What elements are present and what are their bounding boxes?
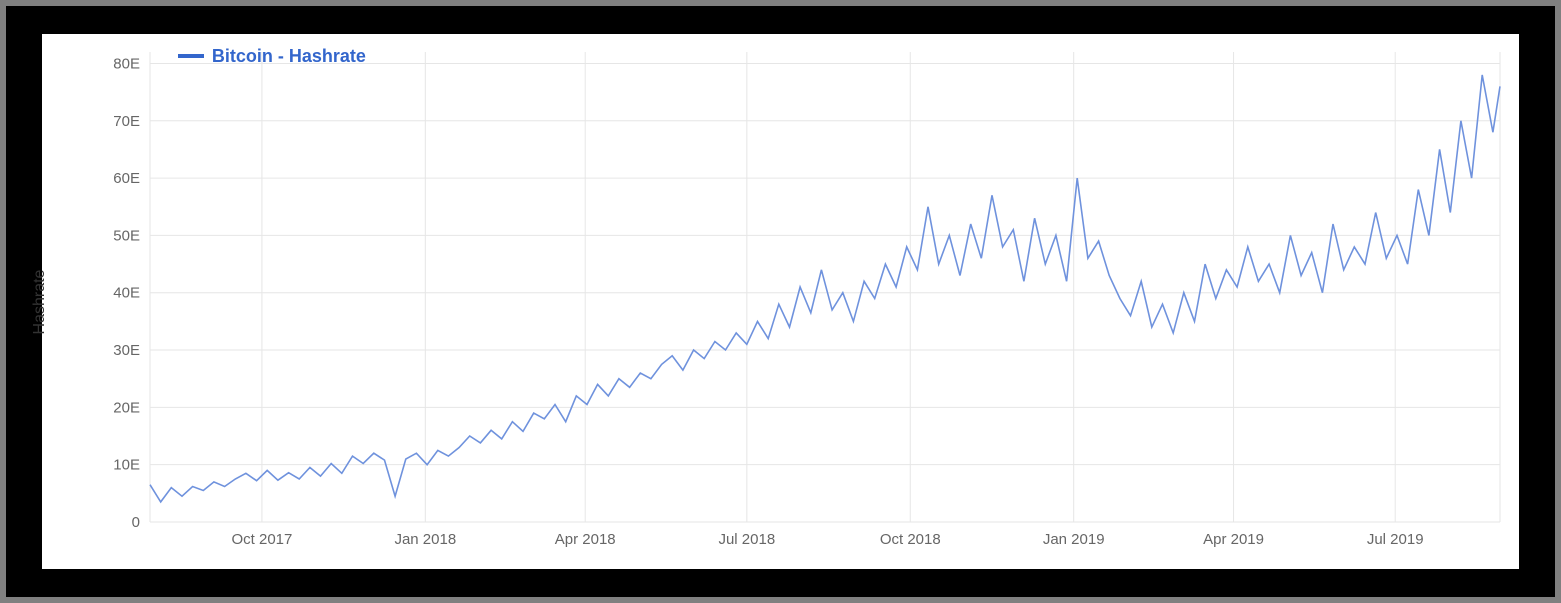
y-tick-label: 70E — [113, 113, 140, 130]
y-tick-label: 0 — [132, 514, 140, 531]
y-axis-label: Hashrate — [31, 269, 49, 334]
x-tick-label: Jan 2018 — [394, 531, 456, 548]
y-tick-label: 20E — [113, 399, 140, 416]
y-tick-label: 30E — [113, 342, 140, 359]
chart-frame: Hashrate Bitcoin - Hashrate 0 10E 20E 30E 40… — [6, 6, 1555, 597]
x-tick-label: Jul 2019 — [1367, 531, 1424, 548]
y-tick-label: 40E — [113, 285, 140, 302]
x-tick-label: Jul 2018 — [718, 531, 775, 548]
x-tick-label: Apr 2019 — [1203, 531, 1264, 548]
y-tick-label: 80E — [113, 55, 140, 72]
x-tick-label: Jan 2019 — [1043, 531, 1105, 548]
x-tick-label: Oct 2018 — [880, 531, 941, 548]
legend-swatch — [178, 54, 204, 58]
series-line-bitcoin-hashrate — [150, 75, 1500, 502]
x-tick-label: Apr 2018 — [555, 531, 616, 548]
legend: Bitcoin - Hashrate — [178, 46, 366, 67]
y-tick-label: 50E — [113, 227, 140, 244]
x-tick-label: Oct 2017 — [231, 531, 292, 548]
y-tick-label: 60E — [113, 170, 140, 187]
legend-label: Bitcoin - Hashrate — [212, 46, 366, 67]
chart-panel: Hashrate Bitcoin - Hashrate 010E20E30E40… — [42, 34, 1519, 569]
page-background: Hashrate Bitcoin - Hashrate 0 10E 20E 30E 40… — [0, 0, 1561, 603]
chart-svg: 0 10E 20E 30E 40E 50E 60E 70E 80E Oct 2017 Jan 201… — [42, 34, 1519, 569]
y-tick-label: 10E — [113, 457, 140, 474]
